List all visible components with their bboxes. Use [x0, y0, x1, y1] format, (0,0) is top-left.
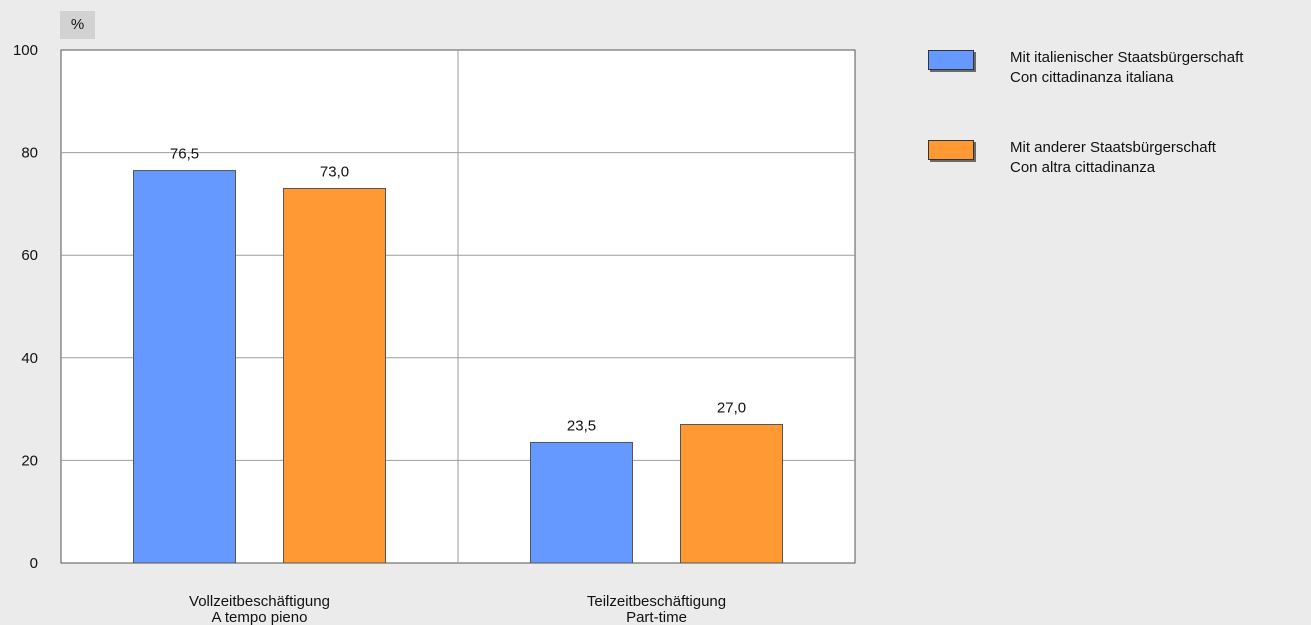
legend-swatch-orange: [928, 140, 974, 160]
legend-label-line1: Mit anderer Staatsbürgerschaft: [1010, 139, 1216, 156]
bar-chart: 0 20 40 60 80 100 76,5 73,0 Vollzeitbeschäftigun…: [13, 42, 856, 625]
bar-value-label: 27,0: [717, 399, 746, 416]
legend-label: Mit italienischer Staatsbürgerschaft Con…: [1010, 48, 1243, 88]
y-tick-label: 20: [21, 452, 38, 469]
legend-label: Mit anderer Staatsbürgerschaft Con altra…: [1010, 138, 1216, 178]
legend-label-line2: Con altra cittadinanza: [1010, 159, 1156, 176]
bar: [680, 423, 783, 564]
y-unit-label: %: [60, 11, 95, 39]
y-tick-label: 0: [30, 555, 38, 572]
y-tick-label: 60: [21, 247, 38, 264]
x-category-label: Part-time: [626, 609, 687, 625]
bar: [530, 441, 633, 564]
bar: [133, 170, 236, 564]
bar-value-label: 23,5: [567, 417, 596, 434]
x-category-label: A tempo pieno: [212, 609, 308, 625]
bar: [283, 188, 386, 564]
y-tick-label: 40: [21, 350, 38, 367]
y-tick-label: 100: [13, 42, 38, 59]
legend-swatch-blue: [928, 50, 974, 70]
legend-label-line2: Con cittadinanza italiana: [1010, 69, 1174, 86]
legend-label-line1: Mit italienischer Staatsbürgerschaft: [1010, 49, 1244, 66]
bar-value-label: 73,0: [320, 164, 349, 181]
x-category-label: Vollzeitbeschäftigung: [189, 593, 330, 610]
bar-value-label: 76,5: [170, 146, 199, 163]
y-tick-label: 80: [21, 145, 38, 162]
x-category-label: Teilzeitbeschäftigung: [587, 593, 726, 610]
